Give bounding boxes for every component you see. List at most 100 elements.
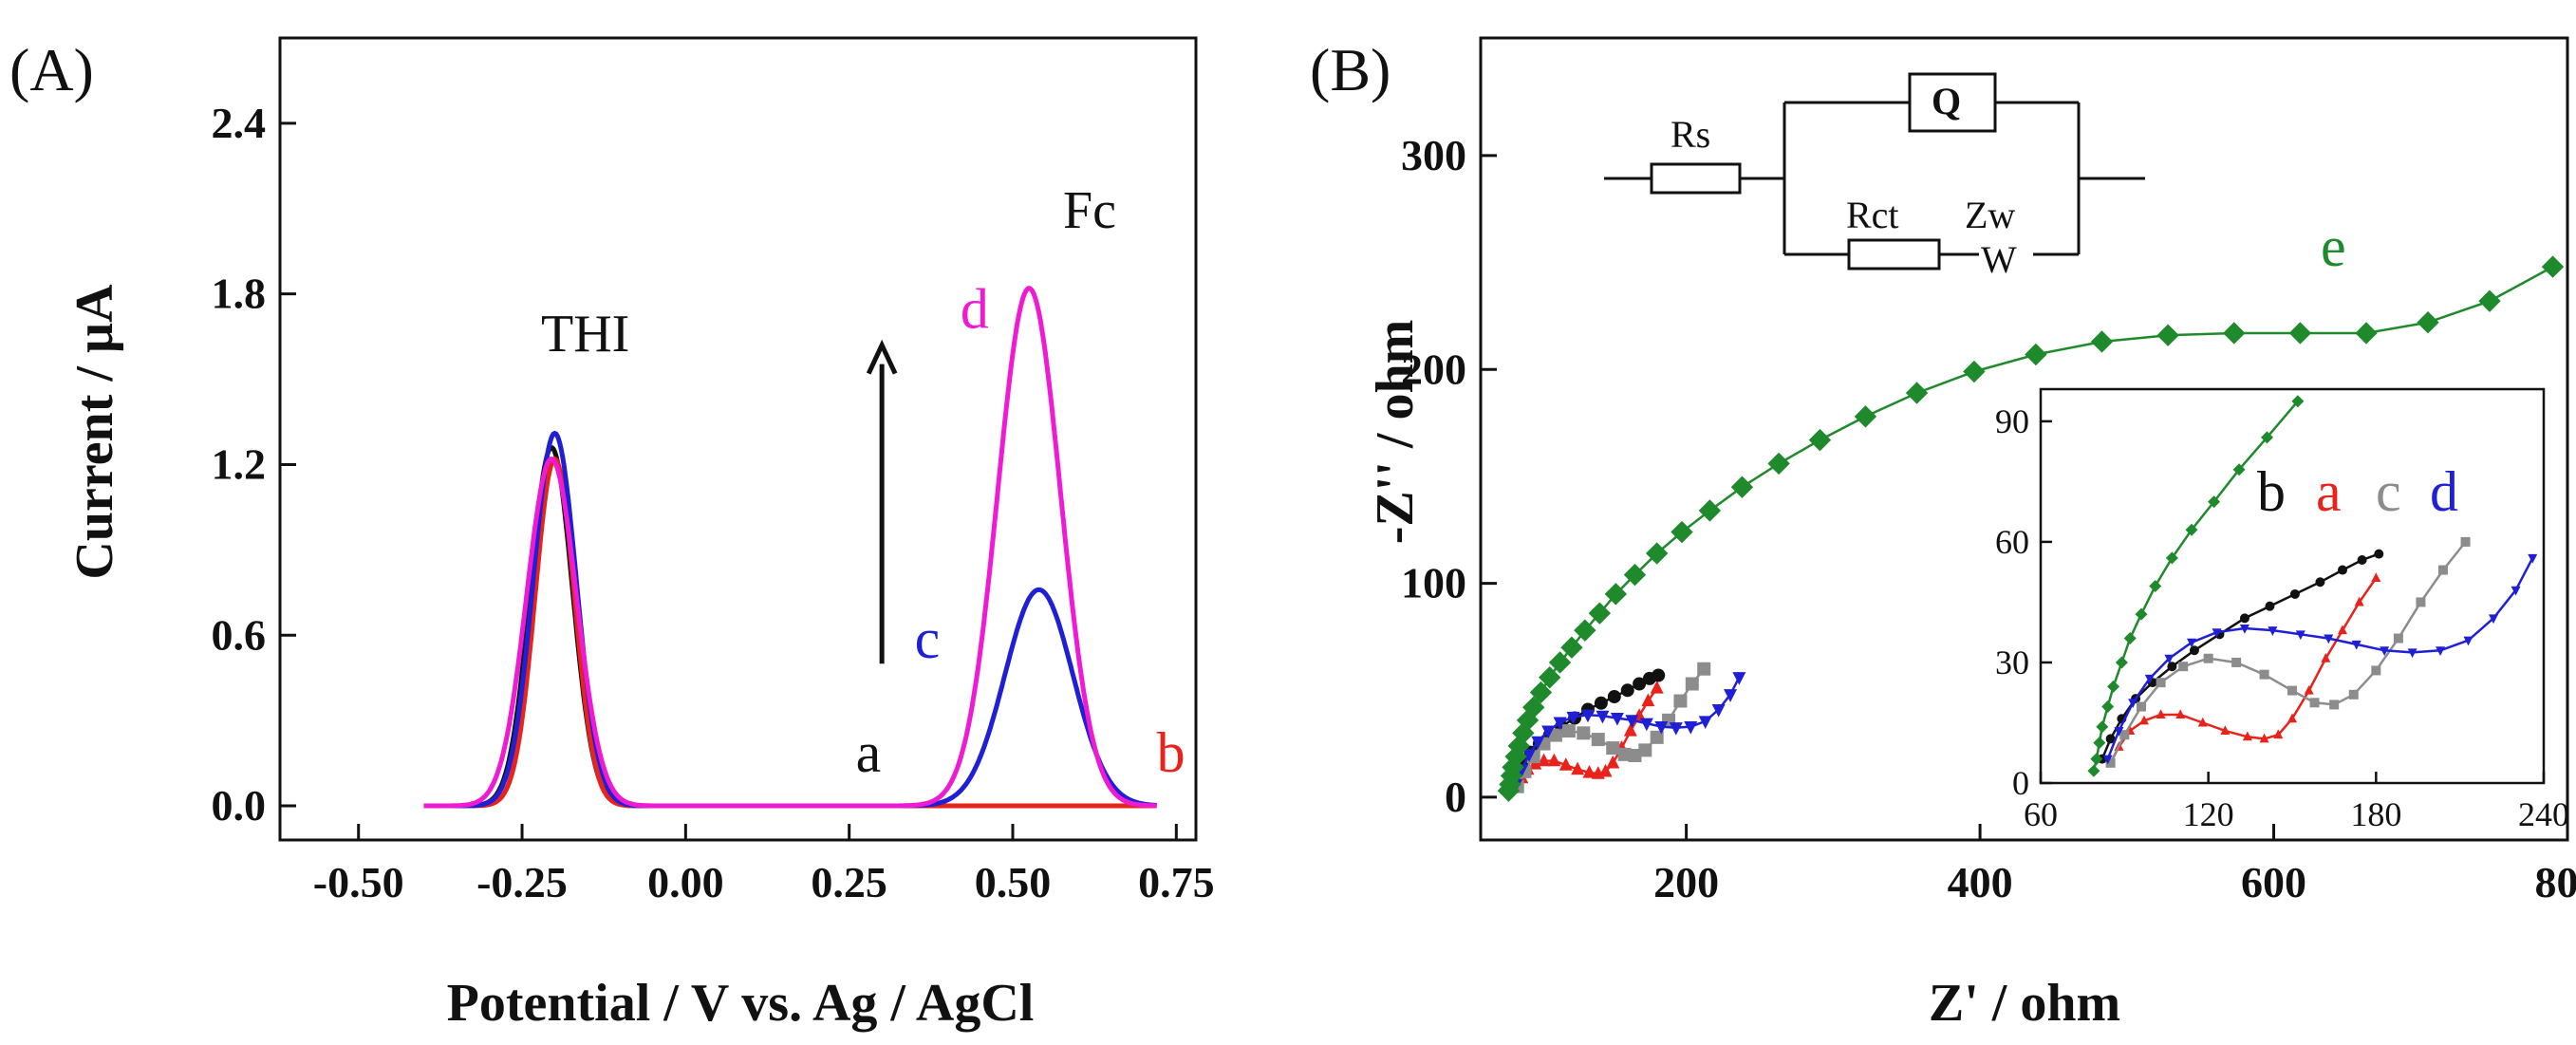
panel-b-y-axis-label: -Z'' / ohm	[1366, 320, 1425, 544]
rct-label: Rct	[1846, 194, 1899, 236]
point-d	[1566, 711, 1580, 725]
point-d	[1639, 718, 1653, 732]
point-a	[2156, 709, 2166, 719]
point-e	[1548, 651, 1572, 674]
curve-b	[423, 456, 1157, 809]
point-c	[1591, 733, 1605, 747]
point-a	[2273, 729, 2284, 739]
point-d	[1610, 712, 1624, 726]
point-e	[1623, 563, 1647, 587]
panel-a-ticks: -0.50 -0.25 0.00 0.25 0.50 0.75 0.0 0.6 1.2 1.8 2.…	[212, 99, 1215, 906]
curve-d	[423, 286, 1157, 809]
point-a	[1537, 753, 1551, 767]
point-a	[1598, 763, 1613, 777]
point-a	[1641, 693, 1655, 707]
point-b	[2374, 549, 2384, 559]
point-d	[2187, 638, 2196, 648]
point-c	[1650, 730, 1664, 744]
point-e	[2115, 656, 2128, 669]
point-e	[2208, 495, 2221, 509]
point-d	[2144, 674, 2155, 684]
point-a	[2287, 713, 2297, 723]
point-a	[2259, 733, 2269, 743]
y-tick-label: 0	[1445, 773, 1466, 821]
point-d	[2407, 648, 2417, 659]
y-tick-label: 0.0	[212, 781, 267, 830]
point-e	[1502, 756, 1524, 779]
point-a	[1650, 680, 1664, 694]
y-tick-label: 100	[1401, 559, 1466, 607]
point-a	[1559, 757, 1573, 771]
panel-a-frame	[278, 36, 1198, 842]
x-tick-label: 600	[2241, 858, 2306, 906]
panel-a-x-axis-label: Potential / V vs. Ag / AgCl	[447, 974, 1035, 1033]
point-b	[2189, 645, 2199, 656]
point-d	[2268, 626, 2278, 636]
point-b	[2265, 601, 2275, 611]
point-d	[1580, 709, 1595, 723]
point-d	[1684, 720, 1698, 735]
point-c	[2119, 730, 2130, 740]
panel-a-curves	[423, 286, 1157, 809]
thi-annotation: THI	[541, 305, 629, 364]
point-d	[2295, 630, 2305, 641]
point-d	[2351, 640, 2361, 650]
point-e	[2261, 431, 2273, 444]
point-d	[1654, 720, 1669, 735]
inset-ticks: 60 120 180 240 0 30 60 90	[1995, 402, 2569, 833]
point-e	[2232, 463, 2246, 476]
inset-x-tick-label: 120	[2183, 795, 2234, 833]
inset-y-tick-label: 0	[2012, 764, 2029, 802]
point-e	[2090, 753, 2103, 766]
point-e	[2478, 289, 2501, 312]
point-c	[2231, 657, 2242, 667]
point-a	[1623, 723, 1637, 737]
point-c	[1577, 726, 1591, 740]
point-b	[2289, 588, 2300, 599]
point-c	[2259, 669, 2269, 680]
point-e	[2223, 322, 2246, 345]
point-c	[1606, 741, 1620, 756]
inset-x-tick-label: 240	[2518, 795, 2569, 833]
point-d	[2463, 636, 2473, 646]
point-e	[2417, 310, 2439, 334]
point-d	[2114, 726, 2124, 737]
inset-label-b: b	[2257, 460, 2286, 523]
point-d	[2436, 646, 2446, 657]
x-tick-label: 200	[1653, 858, 1719, 906]
point-d	[2164, 654, 2175, 664]
y-tick-label: 1.8	[212, 270, 267, 318]
y-tick-label: 2.4	[212, 99, 267, 147]
point-d	[2128, 699, 2138, 709]
panel-a: (A) -0.50 -0.25 0.00 0.25 0.50 0.75 0.0 0.6 1.2 1…	[9, 36, 1215, 1033]
point-d	[2212, 628, 2222, 638]
y-tick-label: 1.2	[212, 439, 267, 488]
point-c	[2393, 633, 2403, 644]
point-d	[1531, 736, 1545, 750]
point-e	[2025, 343, 2047, 366]
y-tick-label: 200	[1401, 345, 1466, 393]
x-tick-label: 0.75	[1138, 858, 1215, 906]
panel-a-label: (A)	[9, 36, 94, 103]
point-a	[2197, 717, 2208, 727]
point-e	[2096, 720, 2109, 734]
x-tick-label: 0.00	[647, 858, 724, 906]
q-label: Q	[1932, 80, 1961, 122]
point-a	[2338, 625, 2347, 635]
point-b	[1607, 690, 1621, 704]
point-b	[2357, 554, 2367, 565]
point-b	[2338, 565, 2347, 575]
point-b	[1620, 683, 1634, 698]
point-c	[1638, 743, 1652, 757]
point-e	[1512, 721, 1535, 745]
point-b	[2167, 662, 2177, 672]
point-c	[1697, 662, 1711, 676]
zw-label: Zw	[1965, 194, 2015, 236]
point-a	[2138, 715, 2149, 725]
point-c	[2460, 536, 2471, 547]
point-e	[1516, 709, 1540, 732]
curve-label-e: e	[2321, 215, 2346, 278]
point-c	[2416, 597, 2426, 607]
point-e	[1645, 542, 1669, 565]
point-c	[1561, 724, 1576, 738]
